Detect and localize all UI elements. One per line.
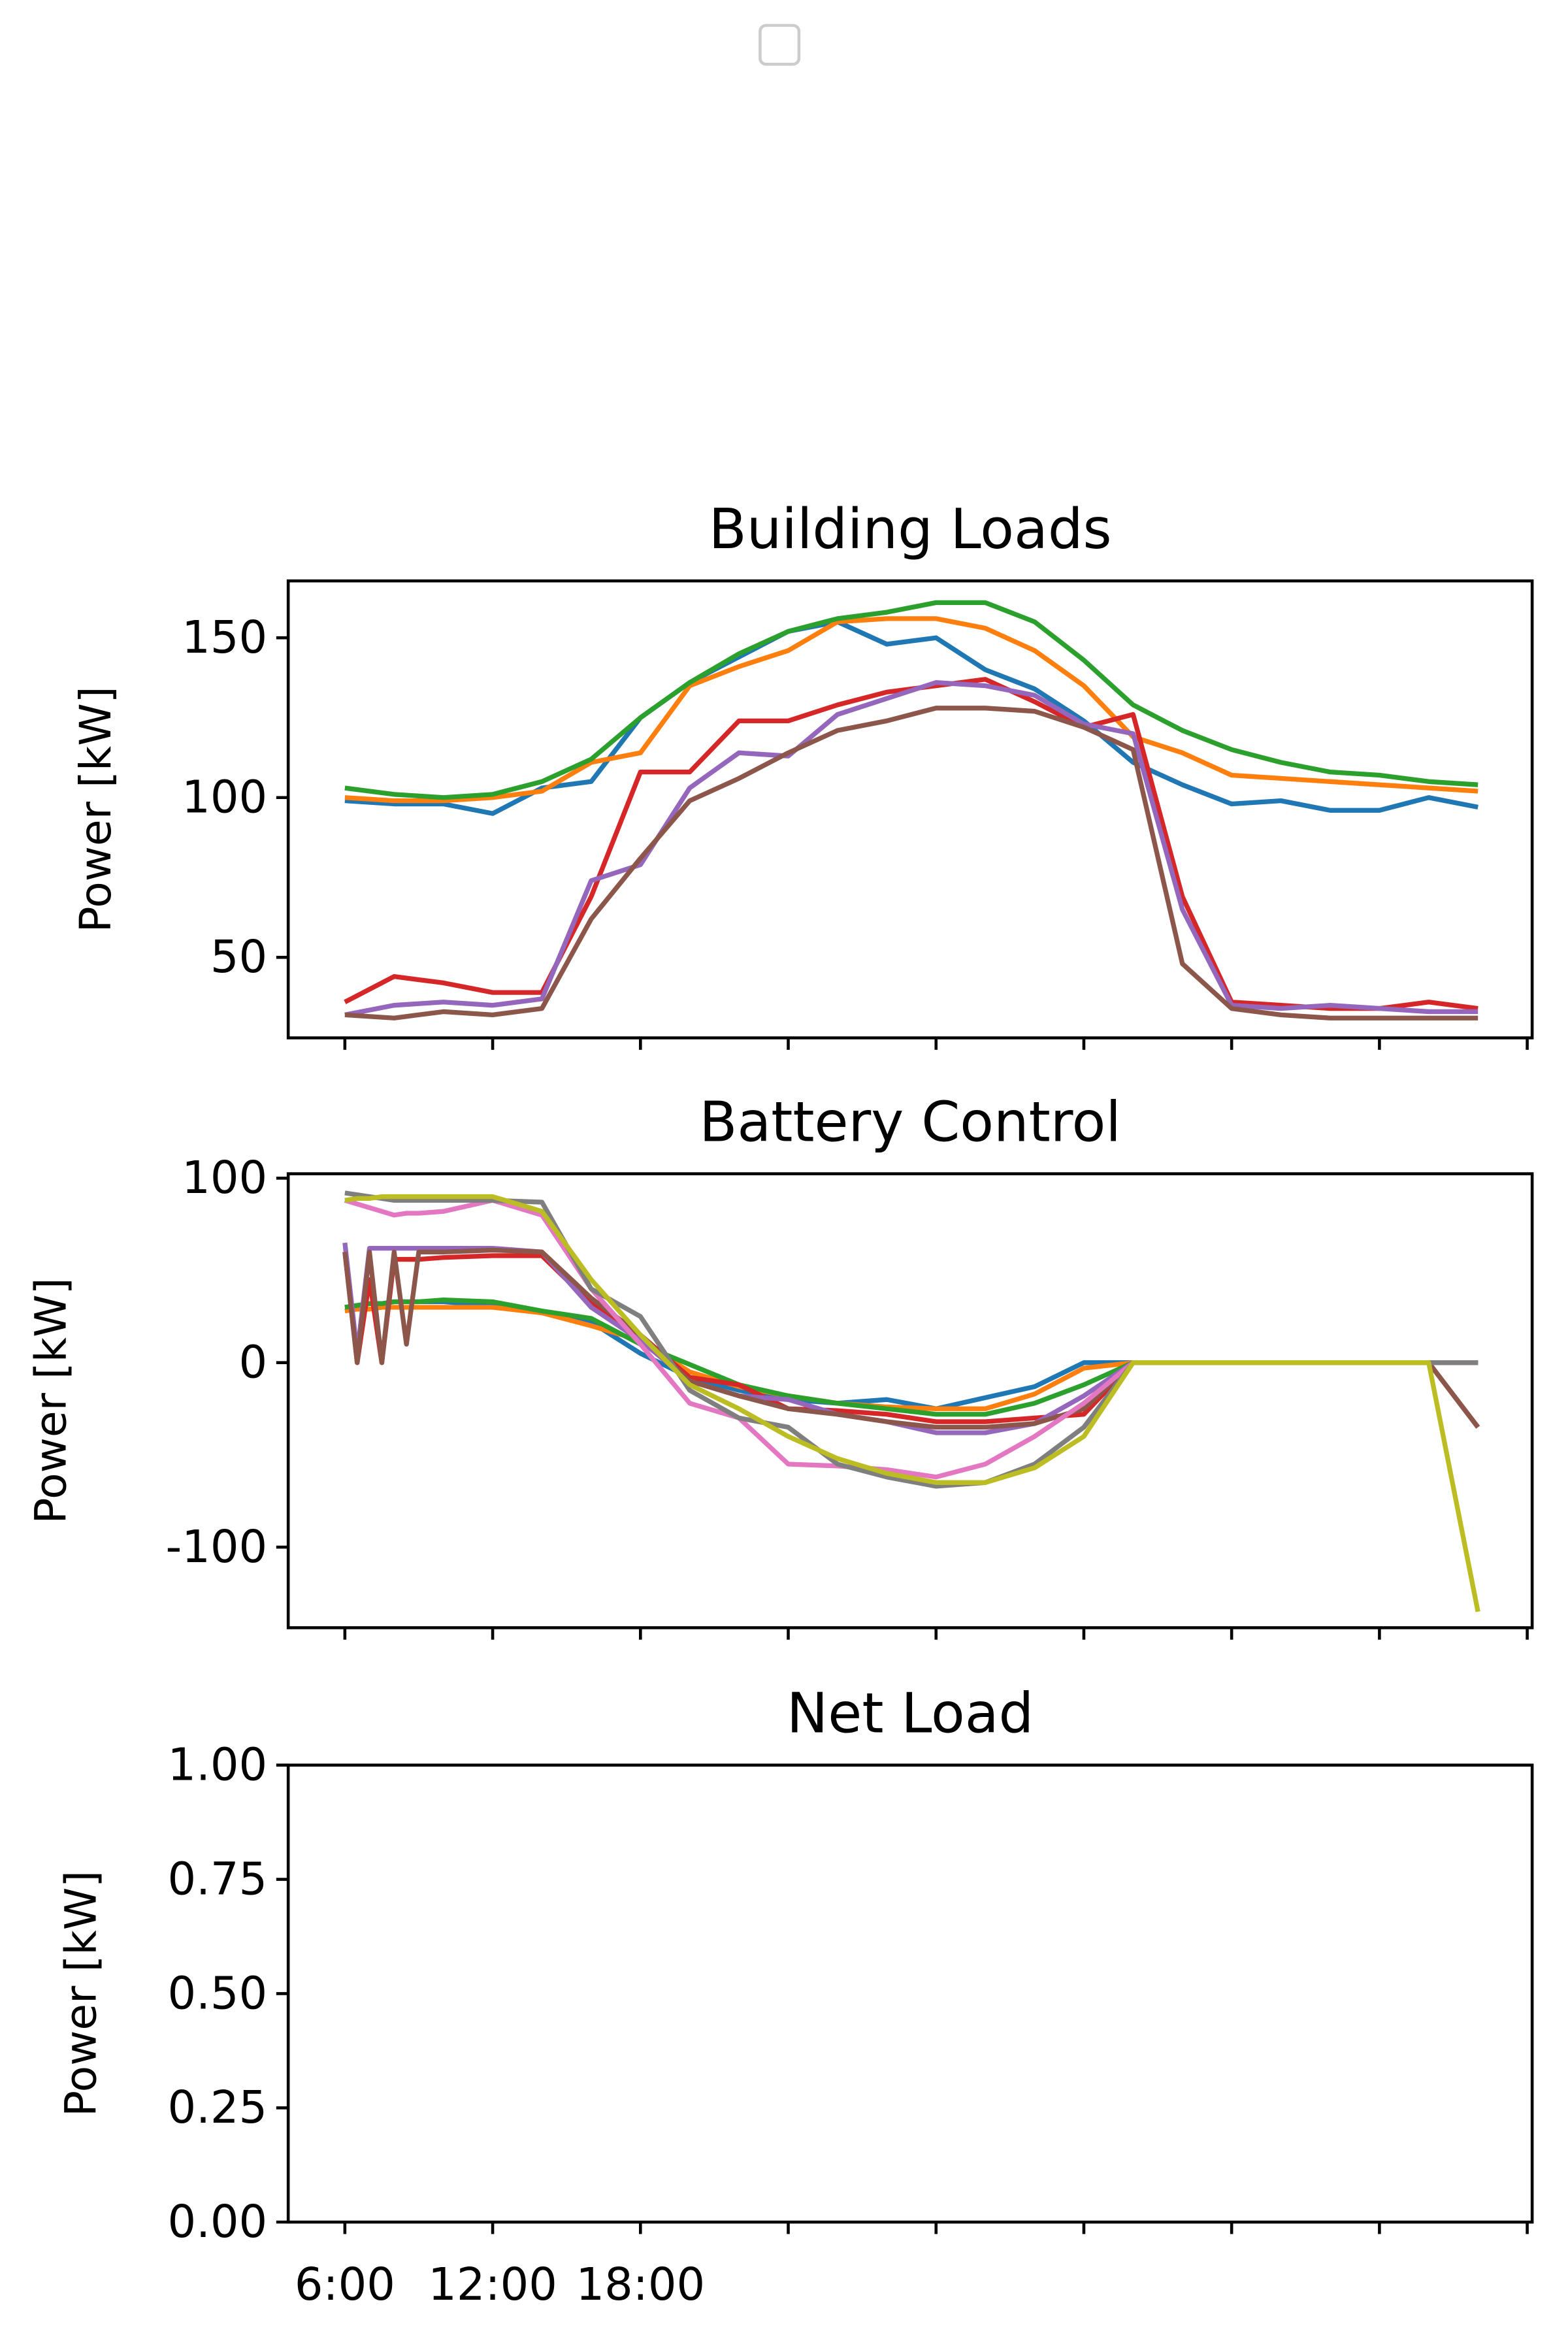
y-tick-label: 0.75 <box>167 1853 267 1905</box>
y-axis-label: Power [kW] <box>25 1277 76 1524</box>
y-axis-label: Power [kW] <box>70 686 121 932</box>
subplot-title: Building Loads <box>709 497 1112 561</box>
y-tick-label: 50 <box>210 931 267 983</box>
y-tick-label: 100 <box>182 1152 267 1204</box>
empty-legend <box>759 24 801 66</box>
axes-frame <box>286 579 1534 1039</box>
x-tick-label: 18:00 <box>576 2259 705 2311</box>
subplot-title: Net Load <box>787 1681 1034 1745</box>
y-tick-label: 0.50 <box>167 1967 267 2019</box>
subplot-title: Battery Control <box>699 1090 1121 1154</box>
series-line <box>344 616 1478 804</box>
axes-frame <box>286 1172 1534 1629</box>
y-tick-label: 150 <box>182 612 267 664</box>
y-axis-label: Power [kW] <box>55 1870 106 2117</box>
plot-area <box>344 600 1478 1021</box>
y-tick-label: 0.25 <box>167 2082 267 2134</box>
y-tick-label: 0 <box>239 1337 268 1389</box>
series-line <box>344 600 1478 800</box>
y-tick-label: 1.00 <box>167 1739 267 1791</box>
y-tick-label: 0.00 <box>167 2196 267 2248</box>
plot-area <box>342 1190 1480 1612</box>
series-line <box>344 706 1478 1021</box>
series-line <box>344 1194 1480 1612</box>
series-line <box>344 680 1478 1017</box>
y-tick-label: -100 <box>166 1521 268 1573</box>
x-tick-label: 6:00 <box>295 2259 395 2311</box>
y-tick-label: 100 <box>182 772 267 824</box>
x-tick-label: 12:00 <box>428 2259 557 2311</box>
